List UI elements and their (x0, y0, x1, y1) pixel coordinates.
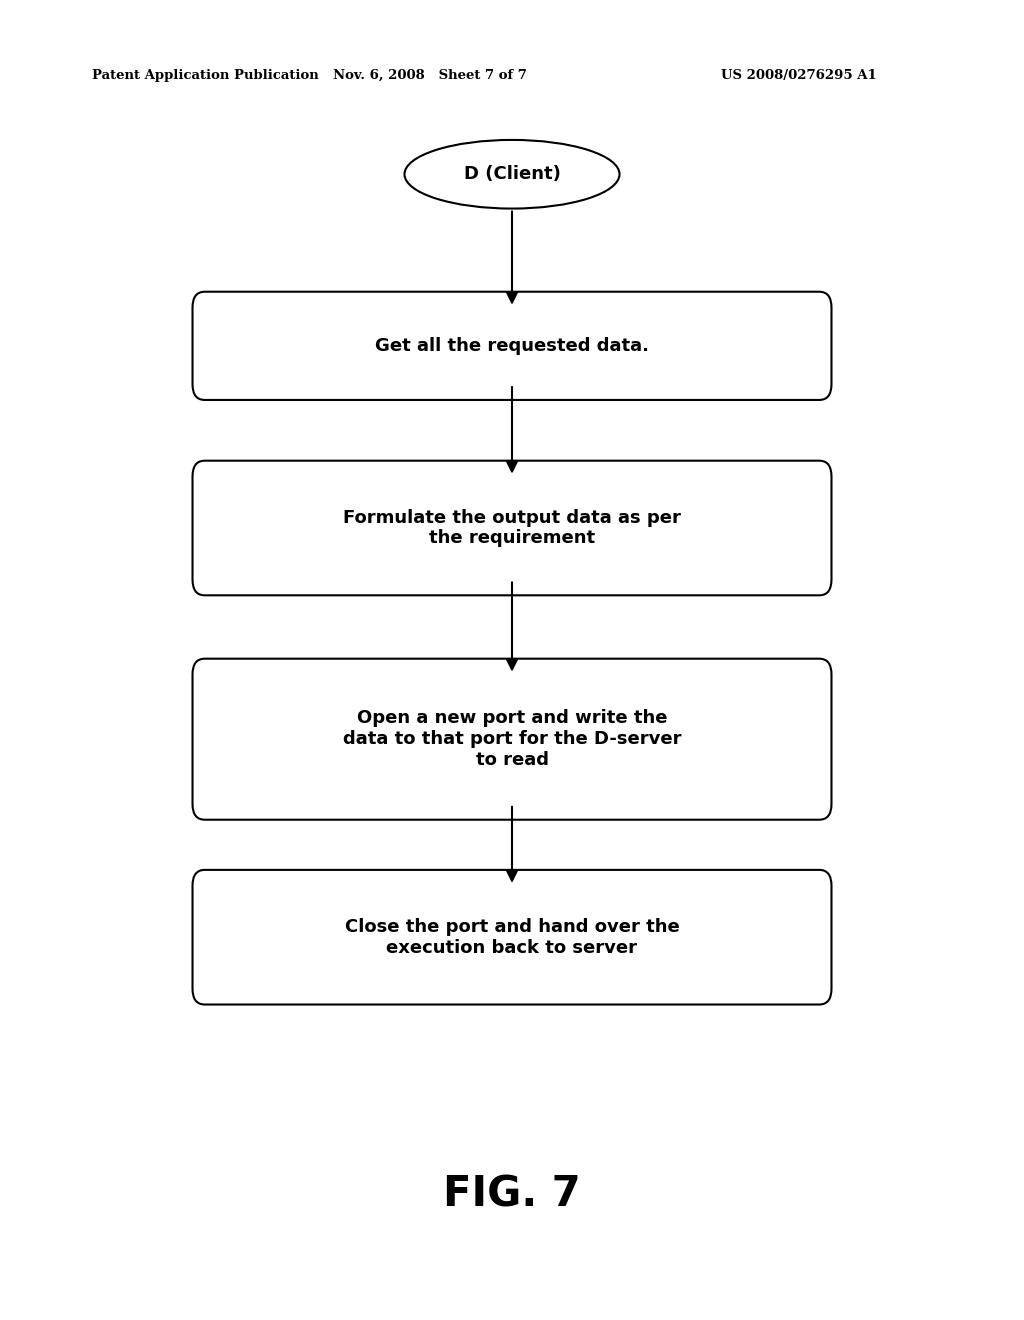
Text: Open a new port and write the
data to that port for the D-server
to read: Open a new port and write the data to th… (343, 709, 681, 770)
Text: Patent Application Publication: Patent Application Publication (92, 69, 318, 82)
Text: Get all the requested data.: Get all the requested data. (375, 337, 649, 355)
Text: Formulate the output data as per
the requirement: Formulate the output data as per the req… (343, 508, 681, 548)
Text: Nov. 6, 2008   Sheet 7 of 7: Nov. 6, 2008 Sheet 7 of 7 (333, 69, 527, 82)
Text: FIG. 7: FIG. 7 (443, 1173, 581, 1216)
Text: US 2008/0276295 A1: US 2008/0276295 A1 (721, 69, 877, 82)
Text: Close the port and hand over the
execution back to server: Close the port and hand over the executi… (345, 917, 679, 957)
Text: D (Client): D (Client) (464, 165, 560, 183)
